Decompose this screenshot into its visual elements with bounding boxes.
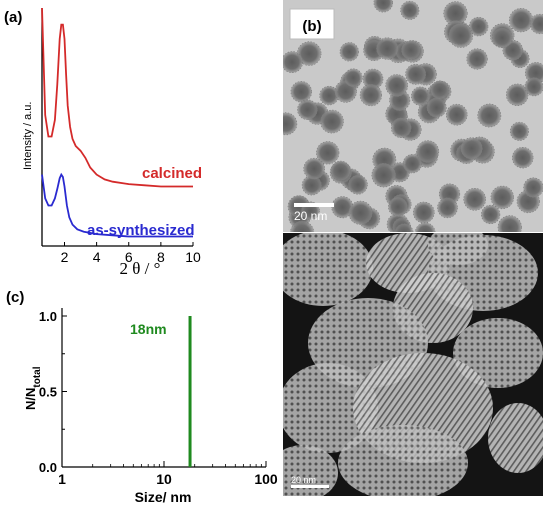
- nanoparticle: [400, 0, 420, 20]
- xrd-series-line-0: [41, 7, 193, 188]
- nanoparticle: [490, 185, 515, 210]
- panel-c-label: (c): [6, 289, 24, 306]
- nanoparticle: [320, 109, 344, 134]
- stem-scale-label: 20 nm: [291, 475, 316, 485]
- size-x-tick-label: 1: [58, 471, 66, 487]
- nanoparticle: [460, 137, 483, 160]
- nanoparticle: [437, 197, 458, 219]
- panel-b-label: (b): [302, 18, 321, 35]
- size-y-tick-label: 0.5: [39, 385, 57, 400]
- nanoparticle: [344, 68, 363, 88]
- nanoparticle: [339, 42, 359, 62]
- size-ticks: 0.0 0.5 1.0 1 10 100: [39, 309, 278, 487]
- particle-cluster: [283, 0, 543, 232]
- xrd-series: [41, 7, 193, 238]
- nanoparticle: [524, 77, 543, 97]
- nanoparticle: [401, 40, 421, 60]
- nanoparticle: [426, 97, 447, 118]
- nanoparticle: [497, 215, 522, 232]
- size-y-axis-label: N/Ntotal: [23, 366, 43, 410]
- nanoparticle: [481, 204, 501, 225]
- xrd-x-tick-label: 2: [61, 249, 69, 265]
- nanoparticle: [430, 80, 450, 100]
- nanoparticle: [468, 16, 489, 37]
- nanoparticle: [402, 154, 422, 174]
- xrd-axes: [41, 8, 193, 247]
- tem-scale-bar: [294, 203, 334, 207]
- nanoparticle: [463, 188, 486, 211]
- panel-b-label-box: [289, 8, 335, 40]
- nanoparticle: [477, 103, 502, 128]
- aggregate-particle: [338, 425, 468, 496]
- calcined-label: calcined: [142, 165, 202, 182]
- size-distribution-chart: (c) N/Ntotal 0.0 0.5 1.0 1 10 100 18nm Size/ …: [6, 289, 278, 505]
- aggregate-particle: [428, 233, 488, 265]
- nanoparticle: [373, 0, 393, 13]
- xrd-x-tick-label: 10: [185, 249, 201, 265]
- size-y-tick-label: 1.0: [39, 309, 57, 324]
- xrd-chart: (a) Intensity / a.u. 2 4 6 8 10 calcined as-…: [4, 7, 202, 278]
- nanoparticle: [297, 99, 318, 120]
- tem-scale-label: 20 nm: [294, 209, 327, 223]
- nanoparticle: [283, 51, 303, 73]
- nanoparticle: [390, 117, 412, 139]
- nanoparticle: [506, 83, 529, 107]
- nanoparticle: [415, 222, 436, 232]
- size-peak-label: 18nm: [130, 321, 167, 337]
- nanoparticle: [492, 27, 513, 48]
- aggregate-particle: [283, 363, 378, 453]
- nanoparticle: [405, 63, 427, 85]
- particle-aggregate: [283, 233, 543, 496]
- stem-image: 20 nm: [283, 233, 543, 496]
- nanoparticle: [394, 223, 414, 232]
- nanoparticle: [509, 8, 534, 33]
- xrd-x-axis-label: 2 θ / °: [120, 259, 161, 278]
- as-synthesized-label: as-synthesized: [87, 222, 195, 239]
- aggregate-particle: [283, 233, 373, 306]
- nanoparticle: [303, 157, 326, 180]
- aggregate-particle: [453, 318, 543, 388]
- nanoparticle: [371, 163, 396, 188]
- xrd-y-axis-label: Intensity / a.u.: [22, 102, 34, 170]
- nanoparticle: [290, 220, 315, 232]
- nanoparticle: [523, 177, 543, 198]
- nanoparticle: [385, 74, 408, 97]
- size-y-tick-label: 0.0: [39, 460, 57, 475]
- tem-image: (b) 20 nm: [283, 0, 543, 232]
- nanoparticle: [348, 174, 368, 195]
- nanoparticle: [413, 201, 435, 224]
- nanoparticle: [359, 83, 382, 107]
- size-x-tick-label: 100: [254, 471, 278, 487]
- nanoparticle: [445, 103, 468, 126]
- nanoparticle: [509, 121, 529, 141]
- nanoparticle: [348, 200, 373, 225]
- aggregate-particle: [283, 445, 338, 496]
- nanoparticle: [330, 160, 351, 181]
- panel-a-label: (a): [4, 9, 22, 26]
- nanoparticle: [466, 48, 488, 70]
- xrd-series-line-1: [41, 172, 193, 238]
- stem-scale-bar: [291, 485, 329, 488]
- size-x-tick-label: 10: [156, 471, 172, 487]
- nanoparticle: [316, 141, 340, 165]
- nanoparticle: [388, 197, 408, 217]
- xrd-x-ticks: 2 4 6 8 10: [61, 242, 201, 265]
- xrd-x-tick-label: 6: [125, 249, 133, 265]
- aggregate-particle: [488, 403, 543, 473]
- size-y-axis-subscript: total: [32, 366, 43, 387]
- nanoparticle: [290, 81, 312, 103]
- nanoparticle: [376, 37, 399, 60]
- nanoparticle: [283, 112, 298, 136]
- xrd-x-tick-label: 8: [157, 249, 165, 265]
- size-x-axis-label: Size/ nm: [135, 489, 192, 505]
- nanoparticle: [448, 23, 474, 48]
- xrd-x-tick-label: 4: [93, 249, 101, 265]
- nanoparticle: [411, 86, 431, 106]
- nanoparticle: [416, 140, 440, 163]
- nanoparticle: [525, 62, 543, 84]
- nanoparticle: [512, 147, 534, 169]
